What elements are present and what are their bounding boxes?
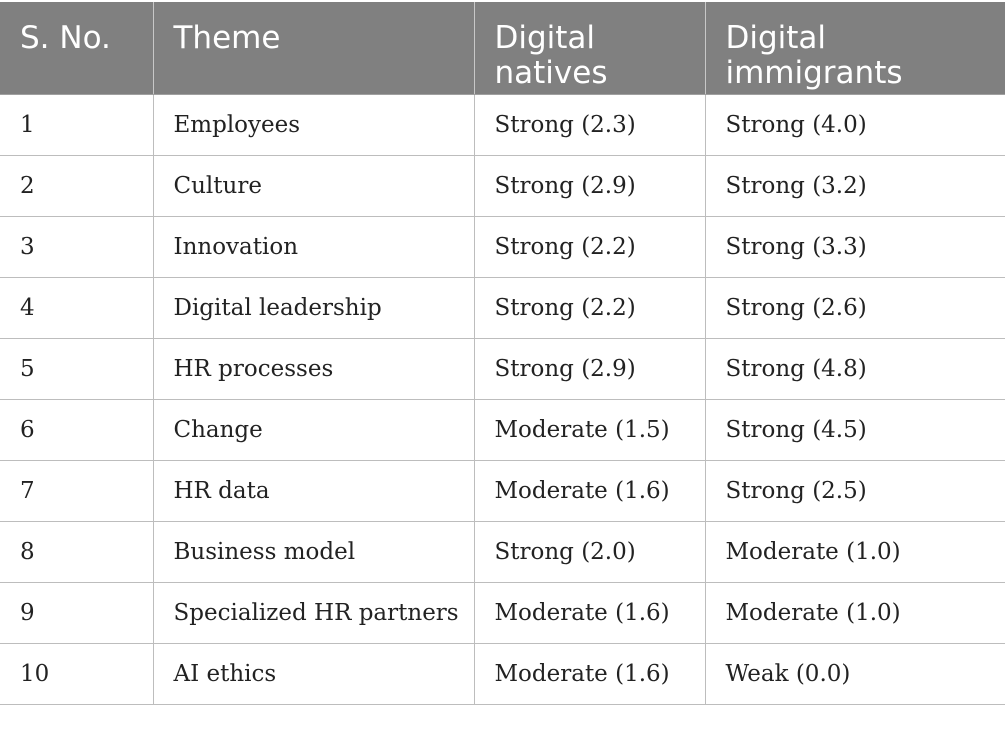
- theme-cell: Business model: [152, 520, 475, 583]
- header-theme: Theme: [152, 2, 475, 95]
- serial-number-cell: 1: [0, 93, 154, 156]
- digital-natives-cell: Strong (2.2): [473, 276, 706, 339]
- theme-cell: Culture: [152, 154, 475, 217]
- serial-number-cell: 7: [0, 459, 154, 522]
- header-digital-immigrants: Digital immigrants: [704, 2, 1005, 95]
- theme-cell: Digital leadership: [152, 276, 475, 339]
- theme-cell: Change: [152, 398, 475, 461]
- theme-cell: HR data: [152, 459, 475, 522]
- serial-number-cell: 9: [0, 581, 154, 644]
- table-row: 10 AI ethics Moderate (1.6) Weak (0.0): [0, 642, 1005, 705]
- header-serial-number: S. No.: [0, 2, 154, 95]
- theme-cell: Specialized HR partners: [152, 581, 475, 644]
- digital-immigrants-cell: Strong (2.5): [704, 459, 1005, 522]
- theme-cell: Employees: [152, 93, 475, 156]
- serial-number-cell: 4: [0, 276, 154, 339]
- theme-cell: HR processes: [152, 337, 475, 400]
- serial-number-cell: 5: [0, 337, 154, 400]
- digital-natives-cell: Strong (2.3): [473, 93, 706, 156]
- table-row: 3 Innovation Strong (2.2) Strong (3.3): [0, 215, 1005, 278]
- digital-immigrants-cell: Moderate (1.0): [704, 520, 1005, 583]
- digital-immigrants-cell: Strong (4.8): [704, 337, 1005, 400]
- table-row: 6 Change Moderate (1.5) Strong (4.5): [0, 398, 1005, 461]
- serial-number-cell: 8: [0, 520, 154, 583]
- serial-number-cell: 10: [0, 642, 154, 705]
- theme-cell: AI ethics: [152, 642, 475, 705]
- digital-immigrants-cell: Strong (3.2): [704, 154, 1005, 217]
- serial-number-cell: 3: [0, 215, 154, 278]
- digital-natives-cell: Strong (2.2): [473, 215, 706, 278]
- table-row: 4 Digital leadership Strong (2.2) Strong…: [0, 276, 1005, 339]
- serial-number-cell: 6: [0, 398, 154, 461]
- digital-immigrants-cell: Strong (4.5): [704, 398, 1005, 461]
- digital-natives-cell: Moderate (1.6): [473, 581, 706, 644]
- digital-immigrants-cell: Moderate (1.0): [704, 581, 1005, 644]
- table-row: 5 HR processes Strong (2.9) Strong (4.8): [0, 337, 1005, 400]
- themes-table: S. No. Theme Digital natives Digital imm…: [0, 2, 1005, 705]
- digital-natives-cell: Moderate (1.5): [473, 398, 706, 461]
- digital-immigrants-cell: Strong (4.0): [704, 93, 1005, 156]
- digital-immigrants-cell: Strong (3.3): [704, 215, 1005, 278]
- digital-immigrants-cell: Weak (0.0): [704, 642, 1005, 705]
- digital-natives-cell: Strong (2.0): [473, 520, 706, 583]
- digital-natives-cell: Moderate (1.6): [473, 642, 706, 705]
- table-row: 1 Employees Strong (2.3) Strong (4.0): [0, 93, 1005, 156]
- header-row: S. No. Theme Digital natives Digital imm…: [0, 2, 1005, 95]
- table-row: 7 HR data Moderate (1.6) Strong (2.5): [0, 459, 1005, 522]
- digital-immigrants-cell: Strong (2.6): [704, 276, 1005, 339]
- table-row: 9 Specialized HR partners Moderate (1.6)…: [0, 581, 1005, 644]
- serial-number-cell: 2: [0, 154, 154, 217]
- theme-cell: Innovation: [152, 215, 475, 278]
- digital-natives-cell: Moderate (1.6): [473, 459, 706, 522]
- table-row: 2 Culture Strong (2.9) Strong (3.2): [0, 154, 1005, 217]
- digital-natives-cell: Strong (2.9): [473, 337, 706, 400]
- digital-natives-cell: Strong (2.9): [473, 154, 706, 217]
- table-row: 8 Business model Strong (2.0) Moderate (…: [0, 520, 1005, 583]
- header-digital-natives: Digital natives: [473, 2, 706, 95]
